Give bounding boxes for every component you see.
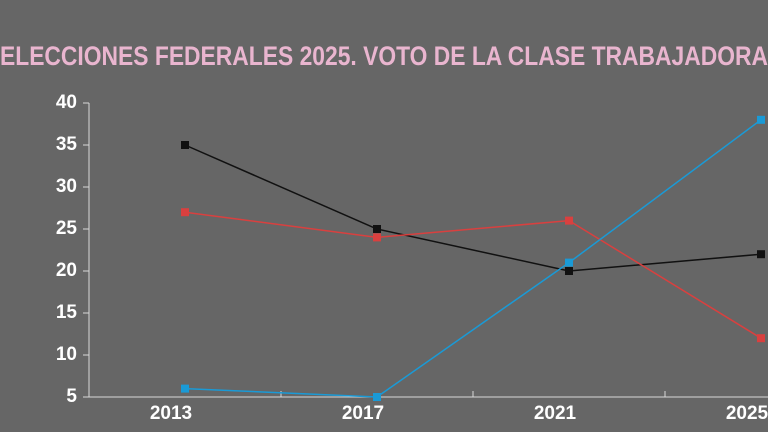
point-marker [757,334,765,343]
point-marker [757,250,765,259]
point-marker [565,258,573,267]
point-marker [757,115,765,124]
chart-title: ELECCIONES FEDERALES 2025. VOTO DE LA CL… [0,41,768,71]
y-tick-label: 10 [56,344,77,365]
x-tick-label: 2017 [342,403,384,424]
series-line [184,119,762,398]
series-line [184,144,762,272]
point-marker [565,267,573,275]
point-marker [373,393,381,401]
y-tick-label: 15 [56,302,78,323]
y-tick-label: 35 [56,134,78,155]
y-tick-label: 20 [56,260,77,281]
x-tick-label: 2021 [534,403,577,424]
point-marker [565,216,573,225]
series-line [184,211,762,339]
y-tick-label: 40 [56,92,77,113]
point-marker [181,141,189,149]
y-tick-label: 5 [66,386,77,407]
point-marker [181,208,189,217]
x-tick-label: 2013 [150,403,192,424]
y-tick-label: 25 [56,218,78,239]
x-tick-label: 2025 [726,403,768,424]
point-marker [373,225,381,233]
point-marker [373,233,381,242]
point-marker [181,384,189,393]
y-tick-label: 30 [56,176,77,197]
